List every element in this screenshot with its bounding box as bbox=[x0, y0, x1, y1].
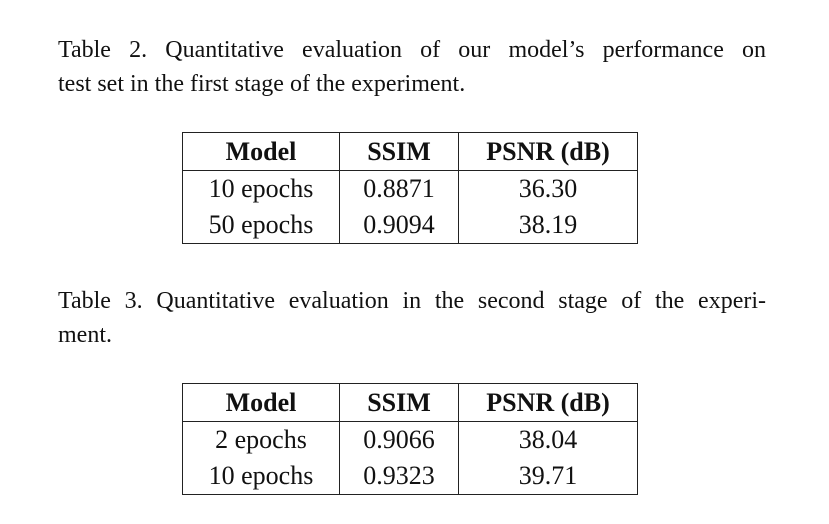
header-cell: PSNR (dB) bbox=[458, 132, 638, 171]
caption-line: Table 3. Quantitative evaluation in the … bbox=[58, 288, 766, 314]
header-cell: SSIM bbox=[339, 132, 459, 171]
table-cell: 0.9066 bbox=[339, 421, 459, 458]
table-cell: 39.71 bbox=[458, 458, 638, 495]
table-cell: 36.30 bbox=[458, 170, 638, 207]
table: Model SSIM PSNR (dB) 2 epochs 0.9066 38.04 10 … bbox=[182, 383, 638, 495]
header-cell: Model bbox=[182, 383, 340, 422]
table-cell: 38.04 bbox=[458, 421, 638, 458]
table-cell: 10 epochs bbox=[182, 170, 340, 207]
caption-line: Table 2. Quantitative evaluation of our … bbox=[58, 37, 766, 63]
table-row: 10 epochs 0.8871 36.30 bbox=[182, 170, 638, 207]
table-cell: 0.8871 bbox=[339, 170, 459, 207]
table-cell: 2 epochs bbox=[182, 421, 340, 458]
table-cell: 10 epochs bbox=[182, 458, 340, 495]
header-row: Model SSIM PSNR (dB) bbox=[182, 132, 638, 171]
table-cell: 0.9323 bbox=[339, 458, 459, 495]
caption-line: test set in the first stage of the exper… bbox=[58, 71, 466, 97]
caption: Table 2. Quantitative evaluation of our … bbox=[58, 33, 766, 101]
table-row: 10 epochs 0.9323 39.71 bbox=[182, 458, 638, 495]
caption: Table 3. Quantitative evaluation in the … bbox=[58, 284, 766, 352]
header-row: Model SSIM PSNR (dB) bbox=[182, 383, 638, 422]
table: Model SSIM PSNR (dB) 10 epochs 0.8871 36.30 50… bbox=[182, 132, 638, 244]
table-row: 50 epochs 0.9094 38.19 bbox=[182, 207, 638, 244]
table-cell: 38.19 bbox=[458, 207, 638, 244]
table-row: 2 epochs 0.9066 38.04 bbox=[182, 421, 638, 458]
table-cell: 50 epochs bbox=[182, 207, 340, 244]
table-cell: 0.9094 bbox=[339, 207, 459, 244]
header-cell: Model bbox=[182, 132, 340, 171]
header-cell: PSNR (dB) bbox=[458, 383, 638, 422]
caption-line: ment. bbox=[58, 322, 112, 348]
header-cell: SSIM bbox=[339, 383, 459, 422]
